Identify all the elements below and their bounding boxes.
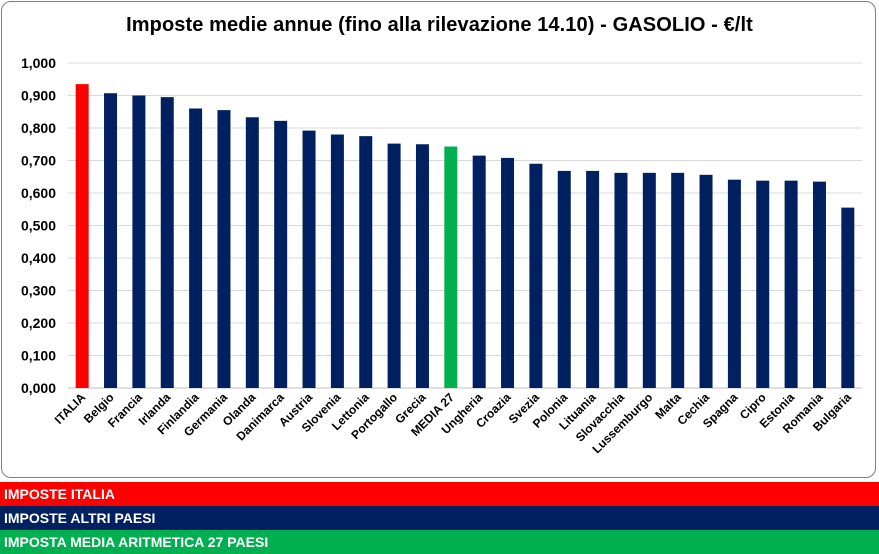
legend-media-27-label: IMPOSTA MEDIA ARITMETICA 27 PAESI <box>4 534 269 550</box>
bar-chart: 0,000 0,100 0,200 0,300 0,400 0,500 0,600 0,700… <box>21 55 862 456</box>
bar-grecia <box>415 144 429 388</box>
y-tick-label: 1,000 <box>21 55 56 71</box>
y-tick-label: 0,400 <box>21 250 56 266</box>
chart-title: Imposte medie annue (fino alla rilevazio… <box>126 14 753 36</box>
bar-polonia <box>557 170 571 388</box>
bar-ungheria <box>472 155 486 388</box>
x-tick-label: ITALIA <box>52 390 89 427</box>
bar-lussemburgo <box>642 172 656 388</box>
y-tick-label: 0,100 <box>21 348 56 364</box>
bar-italia <box>75 84 89 388</box>
bar-media-27 <box>444 146 458 388</box>
bar-irlanda <box>160 97 174 388</box>
bar-malta <box>671 172 685 388</box>
y-tick-label: 0,200 <box>21 315 56 331</box>
legend-altri-paesi-label: IMPOSTE ALTRI PAESI <box>4 510 156 526</box>
bar-estonia <box>784 180 798 388</box>
bar-lituania <box>586 170 600 388</box>
legend-italia: IMPOSTE ITALIA <box>0 482 879 506</box>
y-tick-label: 0,600 <box>21 185 56 201</box>
bar-cipro <box>756 180 770 388</box>
bar-austria <box>302 130 316 388</box>
bar-slovenia <box>330 134 344 388</box>
bar-cechia <box>699 174 713 388</box>
bar-romania <box>812 181 826 388</box>
y-tick-label: 0,000 <box>21 380 56 396</box>
bar-croazia <box>501 157 515 388</box>
bar-olanda <box>245 117 259 389</box>
bar-finlandia <box>189 108 203 388</box>
bar-portogallo <box>387 143 401 388</box>
y-tick-label: 0,900 <box>21 88 56 104</box>
bar-svezia <box>529 163 543 388</box>
bar-danimarca <box>274 120 288 388</box>
bar-germania <box>217 110 231 388</box>
y-tick-label: 0,500 <box>21 218 56 234</box>
bar-francia <box>132 95 146 388</box>
legend-media-27: IMPOSTA MEDIA ARITMETICA 27 PAESI <box>0 530 879 554</box>
bar-bulgaria <box>841 207 855 388</box>
legend-altri-paesi: IMPOSTE ALTRI PAESI <box>0 506 879 530</box>
bar-spagna <box>727 179 741 388</box>
bar-lettonia <box>359 136 373 388</box>
legend-italia-label: IMPOSTE ITALIA <box>4 486 115 502</box>
y-tick-label: 0,800 <box>21 120 56 136</box>
y-tick-label: 0,300 <box>21 283 56 299</box>
bar-slovacchia <box>614 172 628 388</box>
y-tick-label: 0,700 <box>21 153 56 169</box>
bar-belgio <box>104 93 118 388</box>
